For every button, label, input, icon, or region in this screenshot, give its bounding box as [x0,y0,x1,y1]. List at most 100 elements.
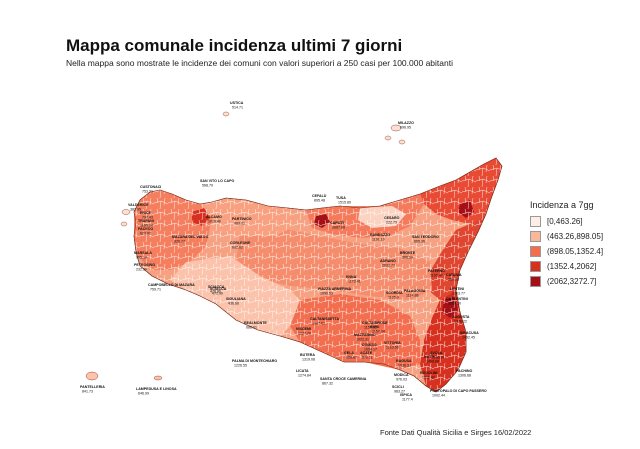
municipality-value: 472.90 [212,292,223,296]
municipality-value: 965.19 [136,256,147,260]
municipality-name: MAZARA DEL VALLO [172,235,209,239]
municipality-name: CESARÒ [384,215,400,220]
municipality-name: PARTINICO [232,217,252,221]
municipality-value: 1125.0 [388,296,399,300]
municipality-name: MARSALA [134,251,152,255]
municipality-value: 1159.02 [364,326,377,330]
municipality-value: 568.79 [202,184,213,188]
municipality-value: 232.59 [136,268,147,272]
municipality-value: 1319.08 [302,358,315,362]
municipality-name: PIAZZA ARMERINA [318,287,351,291]
municipality-name: LAMPEDUSA E LINOSA [136,387,177,391]
legend-item: (463.26,898.05] [530,229,603,244]
aeolian-island-2 [384,135,392,141]
municipality-name: REALMONTE [244,321,267,325]
municipality-value: 1211.43 [422,376,435,380]
municipality-name: SCIACCA [210,287,227,291]
egadi-island-1 [121,209,131,215]
legend-swatch [530,246,541,257]
legend-title: Incidenza a 7gg [530,200,594,210]
municipality-name: COMISO [362,343,377,347]
municipality-value: 866.59 [402,256,413,260]
municipality-name: ISPICA [400,393,412,397]
municipality-name: VALDERICE [128,203,149,207]
municipality-name: CORLEONE [230,241,251,245]
municipality-name: CUSTONACI [140,185,161,189]
municipality-value: 1173.41 [348,280,361,284]
legend-label: (463.26,898.05] [547,232,604,241]
municipality-value: 1462.45 [462,336,475,340]
municipality-value: 1306.68 [458,374,471,378]
municipality-name: ALCAMO [206,215,222,219]
source-note: Fonte Dati Qualità Sicilia e Sirges 16/0… [380,428,532,437]
municipality-name: RIESI [370,325,379,329]
municipality-value: 826.77 [174,240,185,244]
municipality-name: ERICE [140,211,152,215]
municipality-value: 2887.88 [332,226,345,230]
municipality-name: RANDAZZO [370,233,390,237]
legend-label: (898.05,1352.4] [547,247,604,256]
legend-swatch [530,261,541,272]
municipality-name: ACATE [360,351,373,355]
municipality-value: 1515.89 [338,201,351,205]
ustica-island [222,111,230,117]
municipality-value: 1163.59 [386,346,399,350]
municipality-value: 1092.44 [432,394,445,398]
legend-item: (898.05,1352.4] [530,244,603,259]
municipality-value: 976.03 [396,378,407,382]
legend-item: [0,463.26] [530,214,603,229]
municipality-name: AUGUSTA [452,315,470,319]
municipality-value: 2032.77 [382,264,395,268]
municipality-value: 686.01 [246,326,257,330]
municipality-value: 436.66 [228,302,239,306]
municipality-value: 797.43 [142,216,153,220]
municipality-value: 903.01 [234,222,245,226]
municipality-name: GELA [344,351,354,355]
lampedusa-island [153,375,163,381]
municipality-name: ADRANO [380,259,396,263]
municipal-boundaries [133,157,503,393]
municipality-value: 1036.33 [398,364,411,368]
municipality-value: 696.95 [400,126,411,130]
map-title: Mappa comunale incidenza ultimi 7 giorni [66,36,403,55]
municipality-value: 888.87 [346,356,357,360]
municipality-name: USTICA [230,101,244,105]
municipality-value: 623.82 [140,232,151,236]
legend-item: (2062,3272.7] [530,274,603,289]
municipality-name: NISCEMI [296,327,311,331]
legend-swatch [530,276,541,287]
municipality-value: 759.71 [150,288,161,292]
municipality-name: SIGULIANA [226,297,246,301]
municipality-value: 983.27 [394,390,405,394]
municipality-value: 1274.84 [298,374,311,378]
municipality-value: 665.36 [414,240,425,244]
municipality-name: CAMPOBELLO DI MAZARA [148,283,195,287]
municipality-name: VITTORIA [384,341,401,345]
municipality-name: SIRACUSA [460,331,479,335]
legend-item: (1352.4,2062] [530,259,603,274]
municipality-value: 1227.70 [298,332,311,336]
municipality-name: MAZZARINO [354,333,376,337]
municipality-name: CAPIZZI [330,221,344,225]
municipality-name: SAN VITO LO CAPO [200,179,234,183]
municipality-name: SCORDIA [386,291,403,295]
municipality-name: NOTO [424,355,435,359]
municipality-name: ENNA [346,275,357,279]
municipality-name: BUTERA [300,353,315,357]
aeolian-island-1 [390,124,402,132]
municipality-value: 841.73 [82,390,93,394]
municipality-name: PETROSINO [134,263,155,267]
municipality-name: MODICA [394,373,409,377]
municipality-value: 1114.88 [406,294,418,298]
municipality-name: PACHINO [456,369,473,373]
municipality-value: 753.21 [142,190,153,194]
legend-swatch [530,216,541,227]
municipality-name: SANTA CROCE CAMERINA [320,377,367,381]
municipality-value: 980.38 [448,278,459,282]
municipality-name: PALAGONIA [404,289,426,293]
municipality-value: 1408.88 [426,360,439,364]
municipality-value: 1054.17 [364,348,377,352]
municipality-value: 382.95 [130,208,141,212]
